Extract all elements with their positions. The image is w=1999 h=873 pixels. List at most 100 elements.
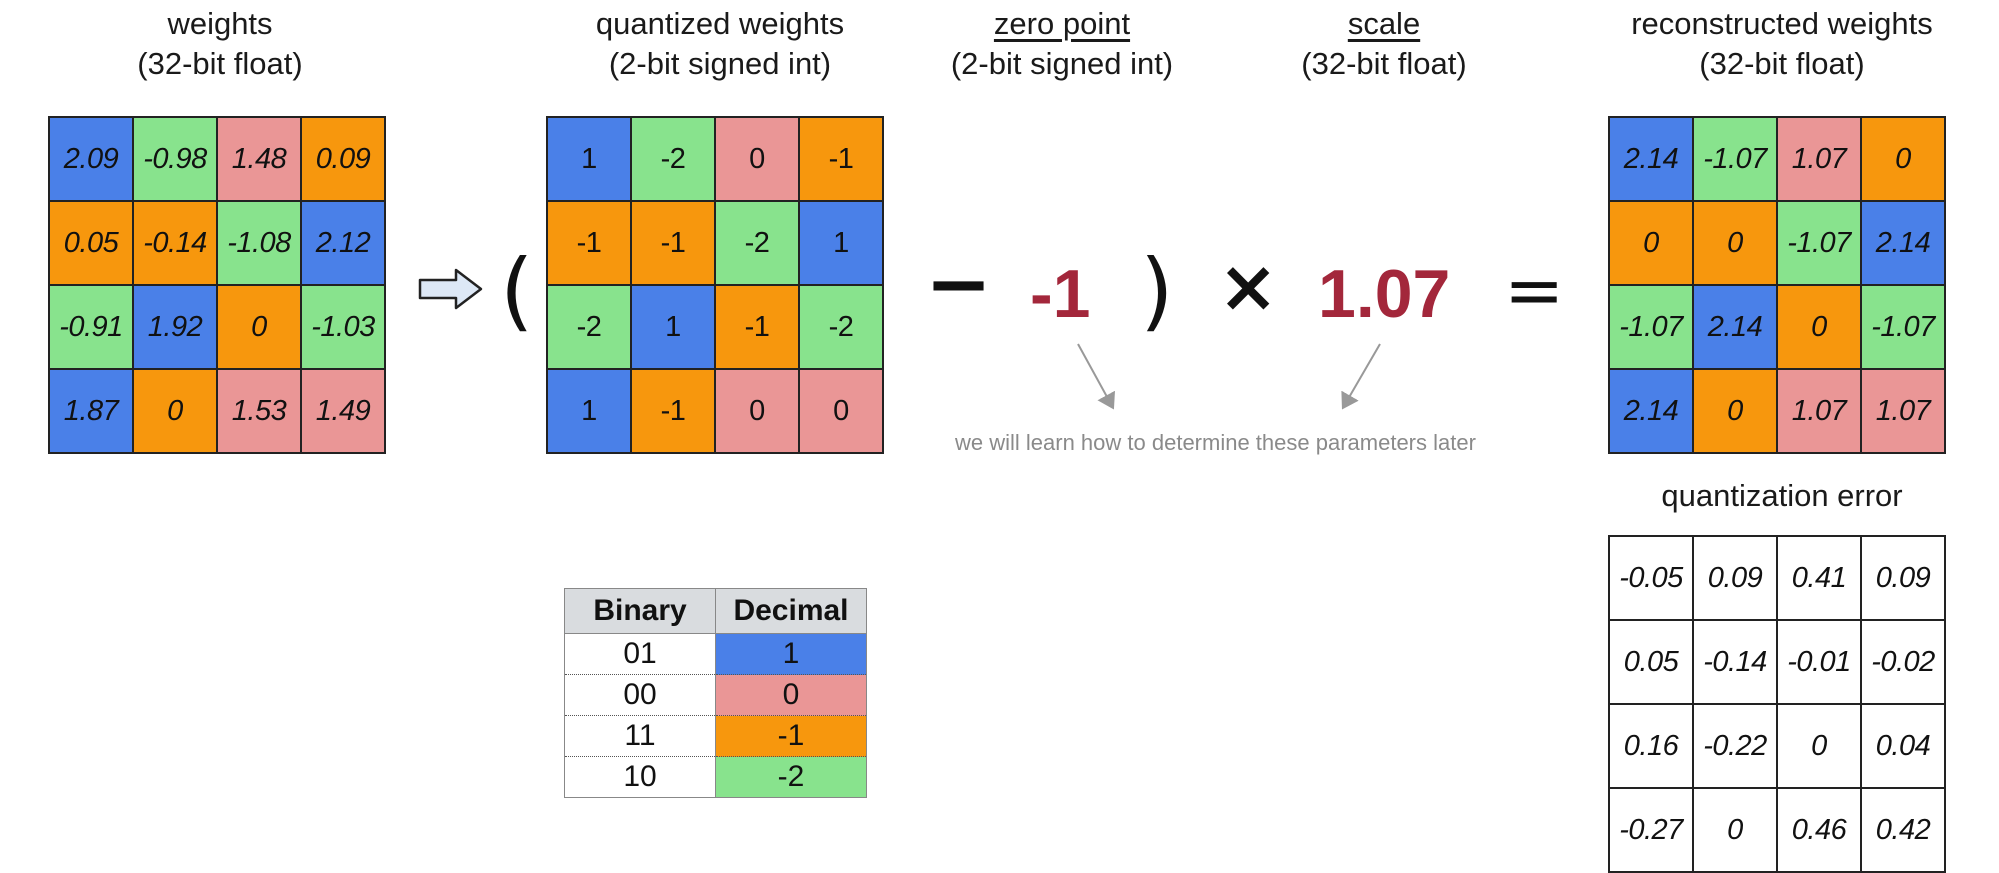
quantization-error-cell: 0.05 (1609, 620, 1693, 704)
reconstructed-weight-cell: 0 (1693, 369, 1777, 453)
quantized-weight-cell: -1 (631, 201, 715, 285)
reconstructed-weight-cell: -1.07 (1861, 285, 1945, 369)
weight-cell: 0.05 (49, 201, 133, 285)
quantization-error-cell: 0.09 (1861, 536, 1945, 620)
reconstructed-weight-cell: -1.07 (1609, 285, 1693, 369)
quantized-weight-cell: 1 (547, 369, 631, 453)
weights-title-line1: weights (167, 6, 273, 41)
quantized-matrix: 1 -2 0 -1 -1 -1 -2 1 -2 1 -1 -2 1 -1 0 0 (546, 116, 884, 454)
quantization-error-cell: 0.46 (1777, 788, 1861, 872)
quantized-weight-cell: -1 (799, 117, 883, 201)
encoding-header-row: Binary Decimal (564, 588, 867, 634)
encoding-row: 01 1 (564, 633, 867, 675)
quantized-weight-cell: -2 (547, 285, 631, 369)
binary-value: 01 (564, 633, 716, 675)
weights-title-line2: (32-bit float) (137, 46, 303, 81)
zero-point-pointer-arrow-icon (1077, 343, 1115, 410)
reconstructed-title-line2: (32-bit float) (1699, 46, 1865, 81)
weight-cell: -1.03 (301, 285, 385, 369)
quantized-weight-cell: 0 (715, 117, 799, 201)
reconstructed-weight-cell: 1.07 (1777, 117, 1861, 201)
reconstructed-weight-cell: 2.14 (1861, 201, 1945, 285)
zero-point-title-line2: (2-bit signed int) (950, 46, 1174, 81)
quantized-weight-cell: 1 (631, 285, 715, 369)
quantization-error-cell: 0.16 (1609, 704, 1693, 788)
equals-sign: = (1504, 248, 1565, 332)
scale-title-line1: scale (1347, 6, 1421, 41)
scale-title: scale (32-bit float) (1301, 4, 1466, 84)
reconstructed-weight-cell: 0 (1609, 201, 1693, 285)
reconstructed-weight-cell: 1.07 (1861, 369, 1945, 453)
quantized-weight-cell: 0 (799, 369, 883, 453)
weight-cell: 1.87 (49, 369, 133, 453)
quantized-weight-cell: 0 (715, 369, 799, 453)
quantization-error-cell: 0 (1777, 704, 1861, 788)
quantization-error-cell: 0.09 (1693, 536, 1777, 620)
reconstructed-weight-cell: 2.14 (1693, 285, 1777, 369)
reconstructed-weight-cell: 0 (1777, 285, 1861, 369)
weight-cell: 2.12 (301, 201, 385, 285)
reconstructed-weight-cell: -1.07 (1777, 201, 1861, 285)
binary-value: 10 (564, 756, 716, 798)
weight-cell: 1.53 (217, 369, 301, 453)
quantized-weight-cell: -1 (547, 201, 631, 285)
quantization-error-cell: -0.01 (1777, 620, 1861, 704)
quantization-error-cell: -0.02 (1861, 620, 1945, 704)
quantized-weight-cell: -2 (715, 201, 799, 285)
weight-cell: 0.09 (301, 117, 385, 201)
quantized-title-line1: quantized weights (595, 6, 845, 41)
weight-cell: -0.91 (49, 285, 133, 369)
zero-point-title: zero point (2-bit signed int) (951, 4, 1173, 84)
reconstructed-weight-cell: 0 (1693, 201, 1777, 285)
reconstructed-title-line1: reconstructed weights (1631, 6, 1933, 41)
weight-cell: 1.92 (133, 285, 217, 369)
weight-cell: -0.14 (133, 201, 217, 285)
decimal-header: Decimal (715, 588, 867, 634)
zero-point-value: -1 (1030, 256, 1091, 332)
error-matrix: -0.05 0.09 0.41 0.09 0.05 -0.14 -0.01 -0.02 0.16… (1608, 535, 1946, 873)
quantization-error-cell: 0.04 (1861, 704, 1945, 788)
weights-title: weights (32-bit float) (137, 4, 302, 84)
decimal-value: 1 (715, 633, 867, 675)
minus-sign: − (925, 237, 993, 330)
decimal-value: -2 (715, 756, 867, 798)
reconstructed-matrix: 2.14 -1.07 1.07 0 0 0 -1.07 2.14 -1.07 2.14 0 -1.07… (1608, 116, 1946, 454)
weight-cell: 0 (133, 369, 217, 453)
weight-cell: -1.08 (217, 201, 301, 285)
quantized-weight-cell: -1 (715, 285, 799, 369)
quantized-weight-cell: -2 (799, 285, 883, 369)
zero-point-title-line1: zero point (993, 6, 1131, 41)
pointer-arrows (1077, 343, 1381, 410)
quantized-weight-cell: 1 (799, 201, 883, 285)
quantized-weight-cell: -2 (631, 117, 715, 201)
quantization-error-cell: -0.05 (1609, 536, 1693, 620)
quantization-error-cell: 0.42 (1861, 788, 1945, 872)
quantization-error-cell: 0.41 (1777, 536, 1861, 620)
decimal-value: 0 (715, 674, 867, 716)
weights-matrix: 2.09 -0.98 1.48 0.09 0.05 -0.14 -1.08 2.12 -0.91… (48, 116, 386, 454)
weight-cell: 1.49 (301, 369, 385, 453)
scale-title-line2: (32-bit float) (1301, 46, 1467, 81)
binary-value: 00 (564, 674, 716, 716)
weight-cell: 1.48 (217, 117, 301, 201)
right-arrow-icon (418, 268, 483, 310)
quantized-weight-cell: 1 (547, 117, 631, 201)
scale-value: 1.07 (1318, 256, 1451, 332)
reconstructed-weight-cell: 2.14 (1609, 369, 1693, 453)
scale-pointer-arrow-icon (1341, 343, 1381, 410)
times-sign: × (1218, 244, 1279, 328)
weight-cell: 2.09 (49, 117, 133, 201)
encoding-row: 11 -1 (564, 715, 867, 757)
quantization-error-cell: 0 (1693, 788, 1777, 872)
encoding-table: Binary Decimal 01 1 00 0 11 -1 10 -2 (564, 588, 867, 798)
weight-cell: -0.98 (133, 117, 217, 201)
weight-cell: 0 (217, 285, 301, 369)
reconstructed-title: reconstructed weights (32-bit float) (1631, 4, 1933, 84)
error-title: quantization error (1661, 476, 1902, 516)
parameters-note: we will learn how to determine these par… (955, 430, 1476, 455)
reconstructed-weight-cell: 2.14 (1609, 117, 1693, 201)
quantized-title-line2: (2-bit signed int) (608, 46, 832, 81)
quantization-error-cell: -0.22 (1693, 704, 1777, 788)
quantized-title: quantized weights (2-bit signed int) (596, 4, 844, 84)
binary-header: Binary (564, 588, 716, 634)
